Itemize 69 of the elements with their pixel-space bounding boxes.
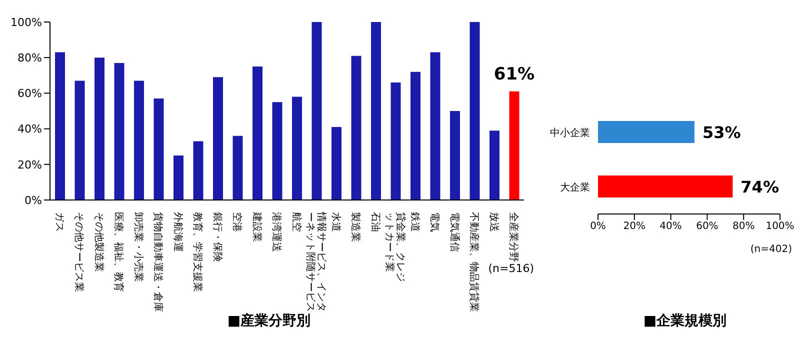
data-label: 74% (740, 178, 779, 196)
bar (213, 77, 223, 200)
bar (55, 52, 65, 200)
bar (272, 102, 282, 200)
bar (94, 58, 104, 200)
bar (332, 127, 342, 200)
x-tick-label: 航空 (290, 212, 302, 232)
text: (n=516) (488, 262, 534, 275)
x-tick-label: 20% (623, 221, 646, 232)
y-tick-label: 中小企業 (550, 126, 590, 139)
bar (292, 96, 302, 200)
x-tick-label: 製造業 (350, 212, 362, 242)
x-tick-label: 100% (766, 221, 794, 232)
bar (509, 91, 520, 200)
bar (430, 52, 440, 200)
y-tick-label: 80% (18, 52, 42, 65)
bar (450, 111, 460, 200)
bar (312, 22, 322, 200)
bar (252, 66, 262, 200)
y-tick-label: 大企業 (560, 181, 590, 194)
x-tick-label: 水道 (330, 212, 342, 232)
x-tick-label: 卸売業・小売業 (132, 212, 144, 282)
x-tick-label: 教育、学習支援業 (192, 212, 204, 292)
bar (134, 80, 144, 200)
bar (390, 82, 401, 200)
y-tick-label: 60% (18, 87, 42, 100)
x-tick-label: 全産業分野 (508, 212, 520, 262)
text: ■企業規模別 (642, 312, 728, 330)
y-tick-label: 0% (24, 194, 42, 207)
bar (470, 22, 480, 200)
x-tick-label: その他製造業 (92, 212, 105, 272)
x-tick-label: 60% (696, 221, 718, 232)
x-tick-label: 貸金業、クレジットカード業 (384, 212, 407, 282)
bar (193, 141, 204, 200)
x-tick-label: 医療、福祉、教育 (112, 212, 125, 292)
x-tick-label: 0% (590, 221, 606, 232)
bar (154, 98, 164, 200)
text: ■産業分野別 (226, 312, 312, 330)
x-tick-label: 鉄道 (408, 212, 421, 232)
bar (114, 62, 124, 200)
x-tick-label: 空港 (231, 212, 244, 232)
x-tick-label: 建設業 (250, 211, 263, 242)
bar (410, 72, 420, 200)
bar (351, 56, 362, 200)
x-tick-label: 40% (660, 221, 682, 232)
x-tick-label: 情報サービス、インターネット附随サービス (304, 211, 328, 312)
x-tick-label: その他サービス業 (73, 212, 86, 292)
bar (490, 130, 500, 200)
bar (174, 156, 184, 200)
bar (371, 22, 381, 200)
data-label: 61% (494, 64, 535, 84)
x-tick-label: 港湾運送 (270, 212, 283, 252)
bar (74, 80, 85, 200)
x-tick-label: 電気通信 (448, 212, 460, 252)
x-tick-label: ガス (53, 212, 64, 232)
x-tick-label: 石油 (369, 212, 382, 232)
x-tick-label: 銀行・保険 (211, 212, 222, 262)
x-tick-label: 外航海運 (172, 212, 184, 252)
y-tick-label: 20% (18, 158, 42, 172)
data-label: 53% (702, 123, 741, 142)
bar (232, 136, 243, 200)
y-tick-label: 40% (18, 122, 42, 136)
x-tick-label: 80% (732, 221, 755, 232)
y-tick-label: 100% (10, 16, 42, 29)
x-tick-label: 貨物自動車運送・倉庫 (152, 212, 164, 312)
text: (n=402) (750, 244, 792, 255)
x-tick-label: 不動産業、物品賃貸業 (468, 212, 480, 312)
x-tick-label: 電気 (428, 212, 440, 232)
x-tick-label: 放送 (488, 212, 500, 232)
